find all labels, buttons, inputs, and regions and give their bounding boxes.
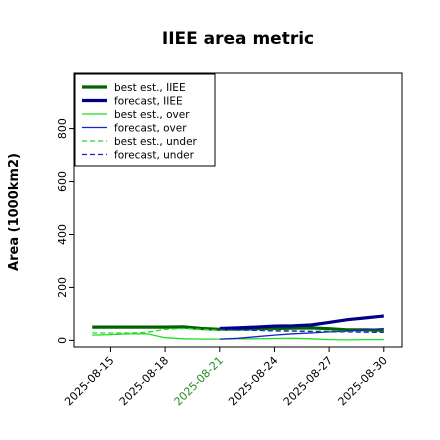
legend-label: forecast, under <box>114 150 195 162</box>
x-tick-label: 2025-08-30 <box>335 354 389 408</box>
y-tick-label: 400 <box>56 224 69 245</box>
x-tick-label: 2025-08-21 <box>171 354 225 408</box>
y-tick-label: 200 <box>56 277 69 298</box>
series-line-2 <box>92 333 384 341</box>
series-line-1 <box>219 314 384 331</box>
legend-label: best est., under <box>114 136 198 148</box>
legend-label: best est., over <box>114 109 190 121</box>
legend-label: forecast, IIEE <box>114 96 183 108</box>
series-line-5 <box>219 328 384 334</box>
y-tick-label: 0 <box>56 337 69 344</box>
y-tick-label: 800 <box>56 118 69 139</box>
series-line-3 <box>219 327 384 340</box>
plot-frame <box>73 72 403 348</box>
y-axis-label: Area (1000km2) <box>7 153 22 271</box>
x-tick-label: 2025-08-27 <box>281 354 335 408</box>
legend-label: forecast, over <box>114 123 187 135</box>
legend-box <box>74 73 216 167</box>
x-tick-label: 2025-08-24 <box>226 354 280 408</box>
x-tick-label: 2025-08-18 <box>117 354 171 408</box>
chart-title: IIEE area metric <box>162 29 314 49</box>
y-tick-label: 600 <box>56 171 69 192</box>
x-tick-label: 2025-08-15 <box>62 354 116 408</box>
legend-label: best est., IIEE <box>114 82 186 94</box>
